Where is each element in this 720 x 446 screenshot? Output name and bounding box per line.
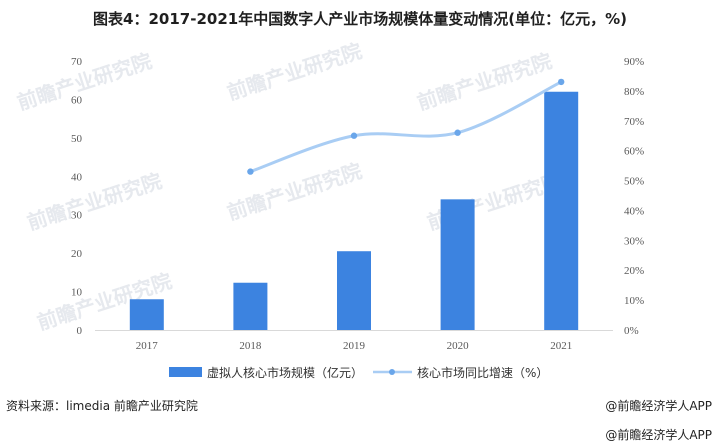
left-tick-label: 0 — [77, 325, 83, 337]
watermark-text: 前瞻产业研究院 — [224, 39, 365, 105]
growth-point — [247, 168, 254, 175]
left-tick-label: 70 — [71, 56, 83, 68]
right-tick-label: 90% — [624, 56, 644, 68]
right-tick-label: 80% — [624, 86, 644, 98]
bar-2020 — [440, 199, 475, 330]
right-tick-label: 70% — [624, 116, 644, 128]
growth-point — [454, 129, 461, 136]
x-tick-label: 2018 — [239, 340, 262, 352]
bar-series — [129, 91, 579, 330]
legend: 虚拟人核心市场规模（亿元） 核心市场同比增速（%） — [169, 365, 548, 380]
right-tick-label: 10% — [624, 295, 644, 307]
left-tick-label: 30 — [71, 210, 83, 222]
legend-line-marker — [389, 369, 395, 375]
left-axis: 0 10 20 30 40 50 60 70 — [71, 56, 83, 337]
x-axis-labels: 2017 2018 2019 2020 2021 — [136, 340, 572, 352]
right-tick-label: 30% — [624, 235, 644, 247]
right-tick-label: 20% — [624, 265, 644, 277]
growth-line — [249, 80, 562, 174]
bar-2017 — [129, 299, 164, 330]
left-tick-label: 40 — [71, 171, 83, 183]
brand-label: @前瞻经济学人APP — [605, 399, 712, 413]
x-tick-label: 2020 — [447, 340, 470, 352]
growth-point — [350, 132, 358, 139]
source-note: 资料来源：limedia 前瞻产业研究院 — [6, 399, 198, 413]
line-series — [247, 78, 565, 175]
watermark-text: 前瞻产业研究院 — [24, 169, 165, 235]
legend-bar-swatch — [169, 367, 202, 377]
chart-title: 图表4：2017-2021年中国数字人产业市场规模体量变动情况(单位：亿元，%) — [93, 10, 627, 28]
right-tick-label: 50% — [624, 176, 644, 188]
legend-bar-label: 虚拟人核心市场规模（亿元） — [207, 365, 363, 380]
x-tick-label: 2021 — [550, 340, 572, 352]
growth-point — [558, 78, 565, 86]
left-tick-label: 10 — [71, 287, 83, 299]
right-axis: 0% 10% 20% 30% 40% 50% 60% 70% 80% 90% — [624, 56, 644, 337]
bar-2019 — [337, 251, 371, 330]
right-tick-label: 0% — [624, 325, 639, 337]
x-tick-label: 2019 — [343, 340, 366, 352]
watermark-text: 前瞻产业研究院 — [224, 159, 365, 225]
right-tick-label: 60% — [624, 146, 644, 158]
bar-2021 — [544, 91, 579, 330]
right-tick-label: 40% — [624, 205, 644, 217]
legend-line-label: 核心市场同比增速（%） — [417, 365, 548, 380]
left-tick-label: 20 — [71, 248, 83, 260]
watermark-text: 前瞻产业研究院 — [14, 49, 155, 115]
bar-2018 — [233, 282, 268, 330]
left-tick-label: 60 — [71, 94, 83, 106]
x-tick-label: 2017 — [136, 340, 159, 352]
watermark-text: 前瞻产业研究院 — [414, 49, 555, 115]
brand-label-secondary: @前瞻经济学人APP — [605, 428, 712, 442]
left-tick-label: 50 — [71, 133, 83, 145]
